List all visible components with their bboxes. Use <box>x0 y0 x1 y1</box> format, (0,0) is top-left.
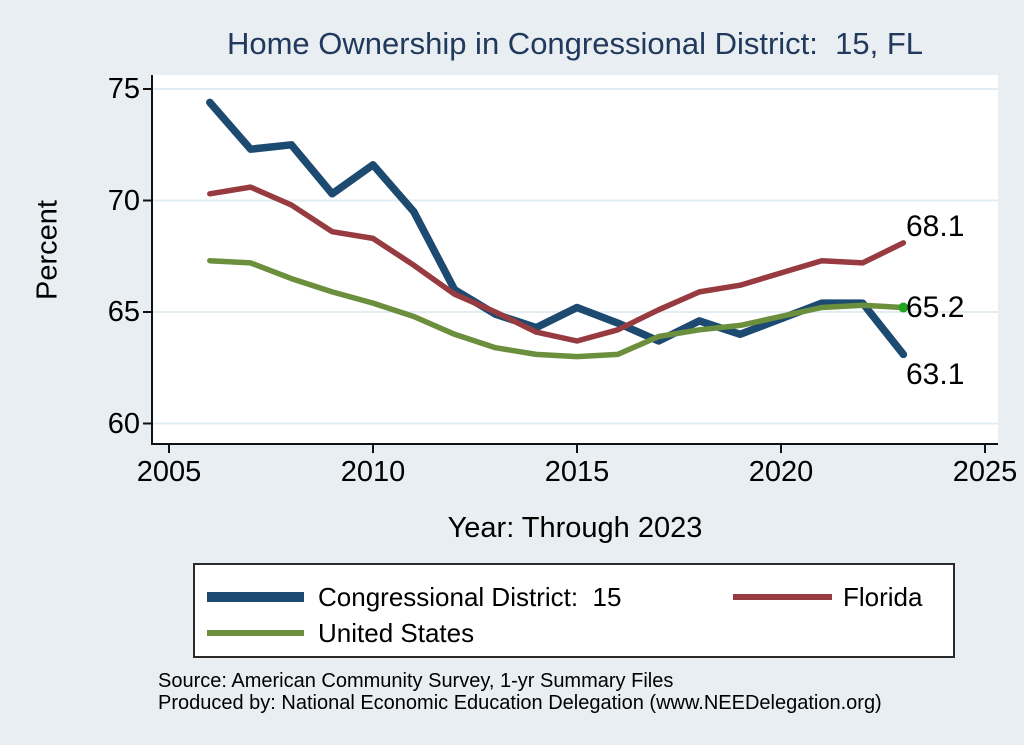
plot-background <box>152 75 998 444</box>
source-line: Source: American Community Survey, 1-yr … <box>158 670 674 692</box>
y-tick-label: 60 <box>107 407 140 440</box>
line-united-states <box>207 257 907 360</box>
x-tick-label: 2010 <box>340 456 406 488</box>
line-florida <box>207 184 907 344</box>
x-tick-label: 2020 <box>748 456 814 488</box>
legend-label-florida: Florida <box>843 582 923 612</box>
legend-label-united-states: United States <box>318 618 475 648</box>
legend-label-congressional-district-15: Congressional District: 15 <box>318 582 622 612</box>
source-note: Source: American Community Survey, 1-yr … <box>158 670 882 714</box>
end-dot-united-states <box>898 302 909 313</box>
x-tick-label: 2005 <box>136 456 202 488</box>
chart-title: Home Ownership in Congressional District… <box>226 26 924 61</box>
produced-by-line: Produced by: National Economic Education… <box>158 692 882 714</box>
x-tick-label: 2025 <box>952 456 1018 488</box>
legend-swatch-congressional-district-15 <box>207 592 304 602</box>
legend-swatch-united-states <box>207 630 304 636</box>
legend: Congressional District: 15 Florida Unite… <box>193 563 955 658</box>
x-axis-title: Year: Through 2023 <box>447 512 703 544</box>
x-tick-label: 2015 <box>544 456 610 488</box>
y-tick-label: 70 <box>107 184 140 217</box>
line-congressional-district-15 <box>206 98 908 359</box>
end-label-florida: 68.1 <box>906 209 965 243</box>
end-label-united-states: 65.2 <box>906 290 965 324</box>
y-tick-label: 65 <box>107 296 140 328</box>
y-tick-label: 75 <box>107 73 140 105</box>
legend-swatch-florida <box>733 594 832 600</box>
end-label-congressional-district-15: 63.1 <box>906 358 965 392</box>
